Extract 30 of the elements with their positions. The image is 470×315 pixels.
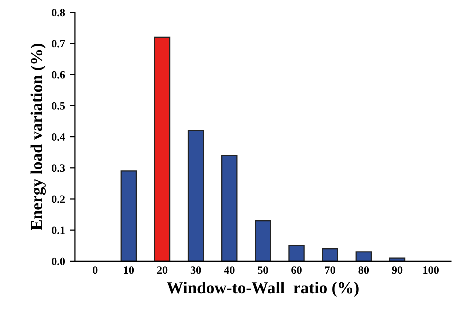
y-tick-label: 0.7 [52,40,66,48]
y-tick-label: 0.0 [52,258,66,266]
x-tick-label: 50 [258,266,268,274]
y-tick-label: 0.8 [52,9,66,17]
x-tick-label: 40 [224,266,235,274]
x-tick-label: 20 [157,266,168,274]
bar [154,36,171,262]
y-tick-label: 0.2 [52,196,65,204]
x-tick-label: 30 [190,266,202,274]
x-tick-label: 60 [292,266,302,274]
bar [188,130,204,262]
y-tick-label: 0.3 [52,164,66,172]
x-tick-label: 90 [392,266,403,274]
x-tick-label: 80 [358,266,370,274]
y-tick-label: 0.1 [52,226,65,234]
x-tick-label: 100 [424,266,439,274]
x-axis-title: Window-to-Wall ratio (%) [167,282,359,298]
x-tick-label: 0 [92,266,98,274]
y-tick-label: 0.5 [52,102,66,110]
bar [222,155,238,262]
y-tick-label: 0.6 [52,71,66,79]
x-tick-label: 10 [124,266,134,274]
y-axis-title: Energy load variation (%) [30,44,46,230]
bar [120,170,138,262]
bar [356,252,372,262]
y-tick-label: 0.4 [52,133,66,142]
x-tick-label: 70 [325,266,336,274]
bar [322,248,338,262]
bar [255,220,272,262]
bar [288,245,305,262]
